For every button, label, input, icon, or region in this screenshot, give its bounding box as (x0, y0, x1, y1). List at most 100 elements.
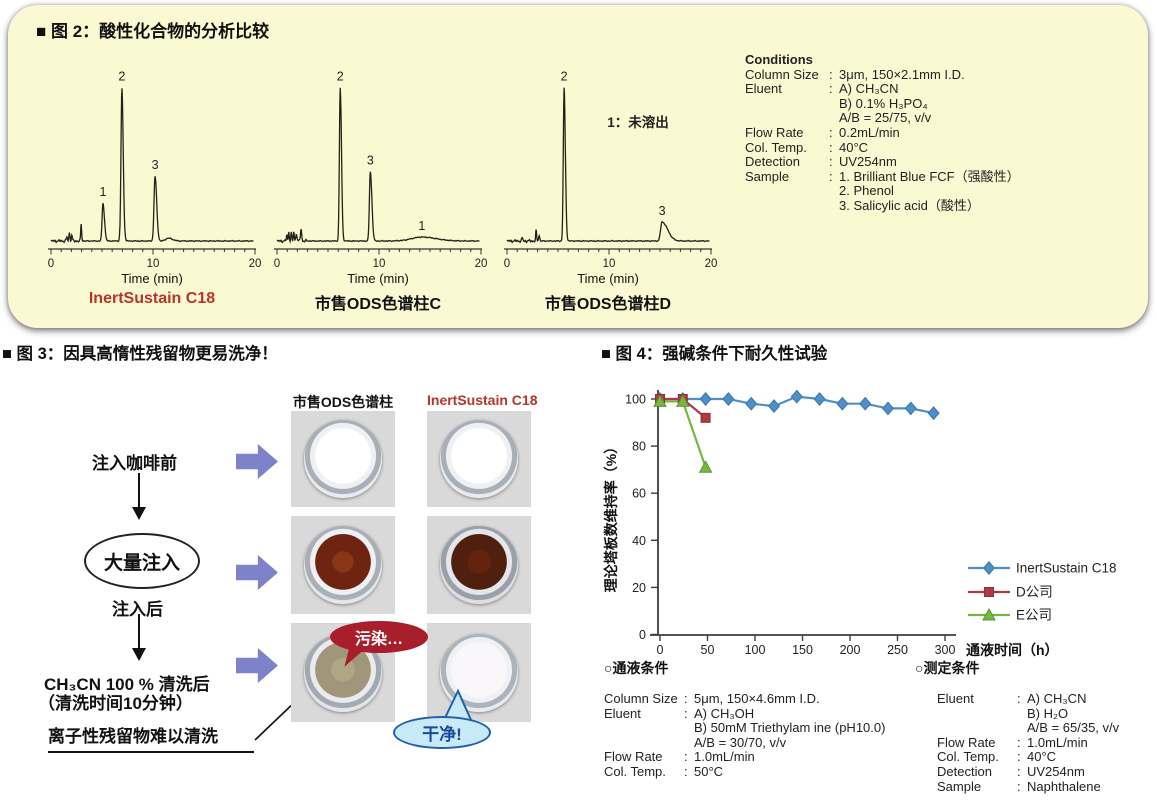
condition-colon: : (684, 763, 688, 779)
svg-text:60: 60 (632, 487, 646, 501)
condition-label: Flow Rate (937, 734, 996, 750)
right-arrow-icon (236, 444, 278, 479)
contamination-bubble-label: 污染… (354, 631, 403, 648)
condition-label: Col. Temp. (745, 139, 807, 155)
condition-row: Sample:1. Brilliant Blue FCF（强酸性） 2. Phe… (745, 168, 1150, 214)
svg-text:理论塔板数维持率（%）: 理论塔板数维持率（%） (603, 440, 619, 592)
svg-text:1：未溶出: 1：未溶出 (607, 114, 669, 130)
big-injection-label: 大量注入 (103, 552, 180, 574)
flow-conditions-rows: Column Size:5μm, 150×4.6mm I.D. Eluent: A)… (604, 691, 904, 780)
condition-row: Eluent: A) CH₃CN B) 0.1% H₃PO₄ A/B = 25/7… (745, 81, 1150, 126)
contamination-bubble: 污染… (330, 621, 428, 653)
conditions-rows: Column Size:3μm, 150×2.1mm I.D. Eluent: A)… (745, 66, 1150, 214)
condition-colon: : (1017, 749, 1021, 765)
durability-line-chart: 0 20 40 60 80 100 0 50 100 150 200 250 300 理论塔板数维持率（%… (596, 378, 1157, 663)
condition-colon: : (1017, 778, 1021, 794)
condition-value: 1.0mL/min (694, 749, 755, 765)
svg-text:0: 0 (657, 643, 664, 657)
photo-column-header-inertsustain: InertSustain C18 (427, 392, 538, 408)
down-arrow-icon (132, 473, 146, 520)
flow-step-before-injection: 注入咖啡前 (92, 454, 177, 473)
svg-text:2: 2 (337, 70, 344, 84)
svg-text:150: 150 (792, 643, 813, 657)
condition-label: Detection (937, 763, 992, 779)
condition-value: A) CH₃CN B) H₂O A/B = 65/35, v/v (1027, 691, 1120, 736)
clean-bubble-label: 干净! (422, 725, 462, 744)
condition-value: 40°C (839, 139, 869, 155)
svg-text:E公司: E公司 (1016, 608, 1052, 623)
svg-text:100: 100 (745, 643, 766, 657)
condition-label: Flow Rate (604, 749, 663, 765)
condition-colon: : (684, 749, 688, 765)
photo-column-header-commercial-ods: 市售ODS色谱柱 (292, 394, 394, 410)
condition-colon: : (829, 168, 833, 184)
figure4-title: ■ 图 4：强碱条件下耐久性试验 (601, 345, 828, 363)
frit-image (304, 420, 382, 498)
svg-text:Time (min): Time (min) (121, 271, 183, 286)
condition-value: UV254nm (839, 154, 897, 170)
frit-image (440, 526, 518, 604)
svg-text:80: 80 (632, 440, 646, 454)
condition-row: Eluent: A) CH₃CN B) H₂O A/B = 65/35, v/v (937, 691, 1157, 736)
flow-step-wash-line2: （清洗时间10分钟） (38, 694, 193, 713)
svg-text:20: 20 (705, 258, 718, 270)
chromatogram-caption-inertsustain: InertSustain C18 (88, 290, 216, 307)
condition-value: 40°C (1027, 749, 1057, 765)
down-arrow-icon (132, 614, 146, 661)
svg-text:0: 0 (639, 628, 646, 642)
condition-label: Eluent (745, 81, 782, 97)
condition-label: Column Size (604, 691, 678, 706)
condition-label: Sample (745, 168, 790, 184)
condition-value: 3μm, 150×2.1mm I.D. (839, 66, 965, 82)
svg-text:1: 1 (418, 219, 425, 233)
svg-text:10: 10 (147, 258, 160, 270)
condition-row: Flow Rate:0.2mL/min (745, 124, 1150, 141)
condition-row: Detection: UV254nm (745, 155, 1150, 170)
condition-row: Column Size:3μm, 150×2.1mm I.D. (745, 66, 1150, 83)
condition-value: UV254nm (1027, 763, 1085, 779)
condition-colon: : (829, 139, 833, 155)
condition-value: 50°C (694, 763, 724, 779)
condition-colon: : (829, 154, 833, 170)
chromatogram-ods-c-chart: 0 10 20 Time (min) 2 3 1 (264, 55, 492, 290)
condition-label: Column Size (745, 66, 819, 82)
right-arrow-icon (236, 555, 278, 590)
condition-value: 0.2mL/min (839, 124, 900, 140)
condition-value: A) CH₃CN B) 0.1% H₃PO₄ A/B = 25/75, v/v (839, 81, 932, 126)
svg-text:10: 10 (603, 258, 616, 270)
svg-text:1: 1 (100, 185, 107, 199)
condition-label: Sample (937, 778, 982, 794)
svg-text:200: 200 (840, 643, 861, 657)
frit-photo-after-ods (291, 516, 395, 614)
condition-colon: : (1017, 763, 1021, 779)
condition-row: Detection: UV254nm (937, 763, 1157, 780)
condition-label: Detection (745, 154, 800, 170)
condition-colon: : (684, 705, 688, 721)
condition-row: Flow Rate:1.0mL/min (937, 734, 1157, 751)
chromatogram-caption-ods-c: 市售ODS色谱柱C (314, 296, 442, 313)
condition-label: Eluent (937, 691, 974, 706)
svg-text:2: 2 (118, 70, 125, 84)
condition-row: Col. Temp.:40°C (937, 750, 1157, 765)
svg-text:通液时间（h）: 通液时间（h） (966, 642, 1059, 658)
condition-value: Naphthalene (1027, 778, 1101, 794)
frit-image (304, 526, 382, 604)
measurement-conditions-title: ○测定条件 (915, 660, 980, 676)
svg-text:50: 50 (701, 643, 715, 657)
measurement-conditions-rows: Eluent: A) CH₃CN B) H₂O A/B = 65/35, v/v F… (937, 691, 1157, 794)
frit-image (440, 420, 518, 498)
condition-value: A) CH₃OH B) 50mM Triethylam ine (pH10.0)… (694, 705, 886, 750)
clean-bubble: 干净! (393, 716, 491, 749)
svg-text:250: 250 (887, 643, 908, 657)
flow-conditions-title: ○通液条件 (604, 660, 669, 676)
frit-photo-before-ods (291, 411, 395, 507)
frit-photo-before-inertsustain (427, 411, 531, 507)
condition-label: Eluent (604, 705, 641, 721)
condition-label: Col. Temp. (937, 749, 999, 765)
svg-text:20: 20 (249, 258, 262, 270)
svg-text:D公司: D公司 (1016, 585, 1053, 600)
figure2-title: ■ 图 2：酸性化合物的分析比较 (36, 22, 270, 41)
svg-text:3: 3 (152, 158, 159, 172)
chromatogram-ods-d-chart: 0 10 20 Time (min) 2 3 1：未溶出 (494, 55, 722, 290)
